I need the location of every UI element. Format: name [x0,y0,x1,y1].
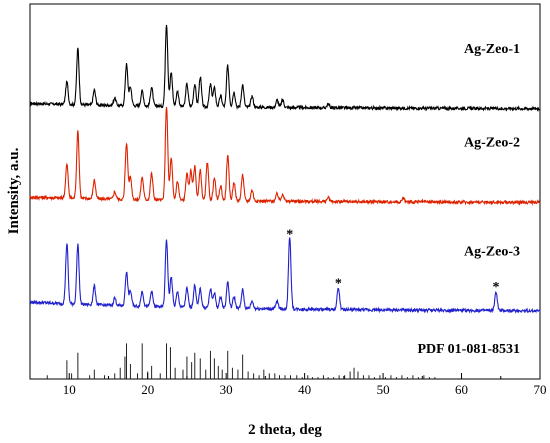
x-tick-label: 50 [377,382,390,397]
series-labels: Ag-Zeo-1 Ag-Zeo-2 Ag-Zeo-3 PDF 01-081-8531 [417,42,520,357]
x-tick-label: 40 [298,382,311,397]
peak-marker: * [493,280,500,295]
x-axis-ticks: 10 20 30 40 50 60 70 [29,373,547,397]
y-axis-label: Intensity, a.u. [6,147,22,234]
series-line-ag-zeo-2 [29,106,541,206]
reference-pattern [46,343,436,379]
reference-label: PDF 01-081-8531 [417,342,520,357]
series-label: Ag-Zeo-1 [464,42,520,57]
series-lines [29,24,541,314]
x-tick-label: 20 [141,382,154,397]
series-label: Ag-Zeo-3 [464,244,520,259]
peak-marker: * [286,228,293,243]
x-tick-label: 30 [220,382,233,397]
peak-markers: * * * [286,228,499,296]
x-tick-label: 10 [63,382,76,397]
x-tick-label: 70 [534,382,547,397]
plot-frame [29,3,541,380]
series-line-ag-zeo-3 [29,237,541,314]
series-label: Ag-Zeo-2 [464,136,520,151]
series-line-ag-zeo-1 [29,24,541,113]
x-tick-label: 60 [455,382,468,397]
x-axis-label: 2 theta, deg [248,422,322,438]
peak-marker: * [335,276,342,291]
